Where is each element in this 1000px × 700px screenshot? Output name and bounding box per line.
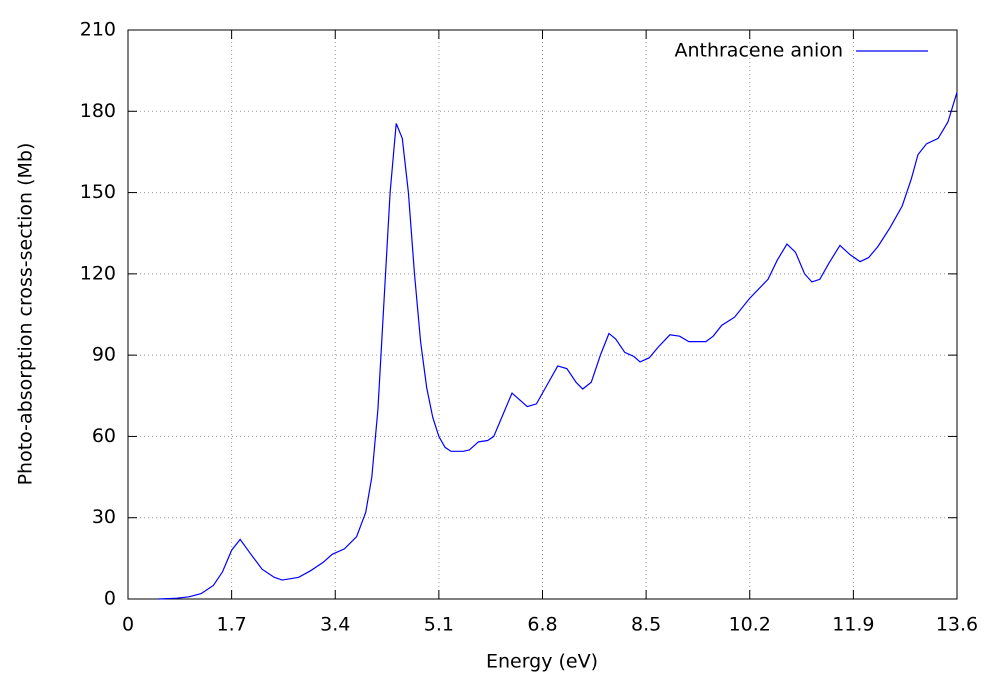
y-tick-label: 90 <box>92 344 116 366</box>
x-tick-label: 13.6 <box>936 614 978 636</box>
x-tick-label: 5.1 <box>424 614 454 636</box>
y-tick-label: 210 <box>80 19 116 41</box>
legend-label: Anthracene anion <box>674 40 843 62</box>
y-tick-label: 150 <box>80 181 116 203</box>
x-tick-label: 6.8 <box>527 614 557 636</box>
y-tick-label: 0 <box>104 588 116 610</box>
y-tick-label: 60 <box>92 425 116 447</box>
x-tick-label: 0 <box>122 614 134 636</box>
y-tick-label: 180 <box>80 100 116 122</box>
x-tick-label: 3.4 <box>320 614 350 636</box>
x-tick-label: 1.7 <box>217 614 247 636</box>
x-axis-label: Energy (eV) <box>486 651 598 673</box>
x-tick-label: 11.9 <box>832 614 874 636</box>
x-tick-label: 10.2 <box>729 614 771 636</box>
data-line <box>158 92 958 600</box>
y-tick-label: 30 <box>92 506 116 528</box>
y-tick-label: 120 <box>80 262 116 284</box>
plot-border <box>127 29 958 600</box>
y-axis-label: Photo-absorption cross-section (Mb) <box>15 143 37 486</box>
x-tick-label: 8.5 <box>631 614 661 636</box>
